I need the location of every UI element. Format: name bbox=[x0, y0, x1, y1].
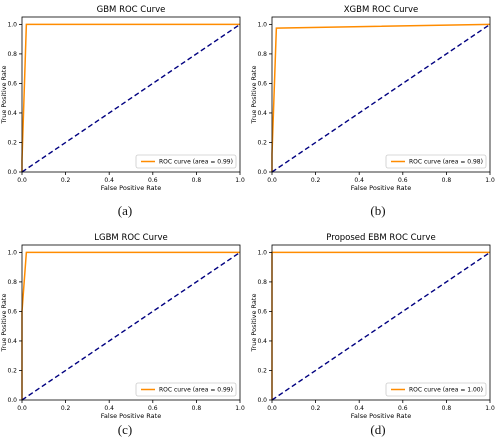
chart-title: GBM ROC Curve bbox=[97, 5, 166, 15]
chance-diagonal-line bbox=[21, 251, 241, 401]
y-tick-label: 1.0 bbox=[257, 22, 267, 29]
y-tick-label: 0.6 bbox=[7, 309, 17, 316]
x-tick-label: 1.0 bbox=[485, 177, 495, 184]
x-tick-label: 0.2 bbox=[61, 405, 71, 412]
y-tick-label: 0.8 bbox=[7, 279, 17, 286]
caption-d: (d) bbox=[370, 422, 386, 437]
chance-diagonal-line bbox=[21, 23, 241, 173]
x-tick-label: 0.4 bbox=[354, 177, 364, 184]
y-tick-label: 1.0 bbox=[7, 250, 17, 257]
chance-diagonal-line bbox=[271, 251, 491, 401]
plot-frame bbox=[271, 16, 491, 173]
plot-frame bbox=[21, 244, 241, 401]
legend-entry-label: ROC curve (area = 0.98) bbox=[409, 159, 483, 166]
caption-b: (b) bbox=[370, 203, 386, 218]
y-tick-label: 0.4 bbox=[7, 338, 17, 345]
y-tick-label: 0.8 bbox=[257, 279, 267, 286]
x-tick-label: 0.6 bbox=[148, 177, 158, 184]
y-tick-label: 0.8 bbox=[7, 51, 17, 58]
y-tick-label: 0.0 bbox=[7, 397, 17, 404]
x-tick-label: 0.0 bbox=[267, 405, 277, 412]
x-tick-label: 0.6 bbox=[398, 405, 408, 412]
y-tick-label: 0.2 bbox=[257, 368, 267, 375]
y-tick-label: 0.4 bbox=[7, 110, 17, 117]
y-axis-label: True Positive Rate bbox=[250, 66, 258, 125]
x-tick-label: 0.2 bbox=[311, 177, 321, 184]
chart-title: XGBM ROC Curve bbox=[344, 5, 419, 15]
x-tick-label: 0.2 bbox=[61, 177, 71, 184]
y-tick-label: 0.6 bbox=[257, 81, 267, 88]
y-tick-label: 0.0 bbox=[257, 397, 267, 404]
y-tick-label: 0.6 bbox=[7, 81, 17, 88]
y-tick-label: 0.2 bbox=[7, 140, 17, 147]
y-tick-label: 1.0 bbox=[7, 22, 17, 29]
x-tick-label: 1.0 bbox=[235, 177, 245, 184]
x-tick-label: 0.6 bbox=[148, 405, 158, 412]
y-axis-label: True Positive Rate bbox=[0, 66, 8, 125]
x-tick-label: 0.8 bbox=[192, 177, 202, 184]
y-axis-label: True Positive Rate bbox=[0, 294, 8, 353]
x-tick-label: 0.0 bbox=[17, 405, 27, 412]
x-tick-label: 0.0 bbox=[17, 177, 27, 184]
chart-xgbm-roc: XGBM ROC Curve 0.0 0.2 0.4 0.6 0.8 1.0 0.0 0.2 0.… bbox=[250, 5, 495, 192]
x-tick-label: 0.8 bbox=[192, 405, 202, 412]
x-tick-label: 0.0 bbox=[267, 177, 277, 184]
chart-title: LGBM ROC Curve bbox=[94, 233, 168, 243]
x-tick-label: 1.0 bbox=[485, 405, 495, 412]
y-tick-label: 0.4 bbox=[257, 110, 267, 117]
x-tick-label: 0.4 bbox=[354, 405, 364, 412]
legend-entry-label: ROC curve (area = 1.00) bbox=[409, 387, 483, 394]
y-tick-label: 0.2 bbox=[257, 140, 267, 147]
y-tick-label: 1.0 bbox=[257, 250, 267, 257]
plot-frame bbox=[271, 244, 491, 401]
chart-lgbm-roc: LGBM ROC Curve 0.0 0.2 0.4 0.6 0.8 1.0 0.0 0.2 0.… bbox=[0, 233, 245, 420]
caption-c: (c) bbox=[117, 422, 133, 437]
x-tick-label: 0.2 bbox=[311, 405, 321, 412]
y-tick-label: 0.0 bbox=[7, 169, 17, 176]
x-tick-label: 0.4 bbox=[104, 177, 114, 184]
x-tick-label: 0.6 bbox=[398, 177, 408, 184]
y-tick-label: 0.0 bbox=[257, 169, 267, 176]
legend-box bbox=[135, 154, 237, 169]
x-tick-label: 0.8 bbox=[442, 177, 452, 184]
y-tick-label: 0.8 bbox=[257, 51, 267, 58]
chart-gbm-roc: GBM ROC Curve 0.0 0.2 0.4 0.6 0.8 1.0 0.0 0.2 0.4… bbox=[0, 5, 245, 192]
y-tick-label: 0.6 bbox=[257, 309, 267, 316]
x-axis-label: False Positive Rate bbox=[351, 184, 411, 192]
x-axis-label: False Positive Rate bbox=[101, 412, 161, 420]
x-tick-label: 1.0 bbox=[235, 405, 245, 412]
caption-a: (a) bbox=[117, 203, 133, 218]
x-tick-label: 0.8 bbox=[442, 405, 452, 412]
chance-diagonal-line bbox=[271, 23, 491, 173]
y-axis-label: True Positive Rate bbox=[250, 294, 258, 353]
y-tick-label: 0.4 bbox=[257, 338, 267, 345]
legend-box bbox=[135, 382, 237, 397]
plot-frame bbox=[21, 16, 241, 173]
legend-entry-label: ROC curve (area = 0.99) bbox=[159, 387, 233, 394]
legend-box bbox=[385, 154, 487, 169]
chart-title: Proposed EBM ROC Curve bbox=[326, 233, 435, 243]
legend-entry-label: ROC curve (area = 0.99) bbox=[159, 159, 233, 166]
x-tick-label: 0.4 bbox=[104, 405, 114, 412]
legend-box bbox=[385, 382, 487, 397]
chart-proposed-ebm-roc: Proposed EBM ROC Curve 0.0 0.2 0.4 0.6 0.8 1.0… bbox=[250, 233, 495, 420]
x-axis-label: False Positive Rate bbox=[101, 184, 161, 192]
x-axis-label: False Positive Rate bbox=[351, 412, 411, 420]
y-tick-label: 0.2 bbox=[7, 368, 17, 375]
